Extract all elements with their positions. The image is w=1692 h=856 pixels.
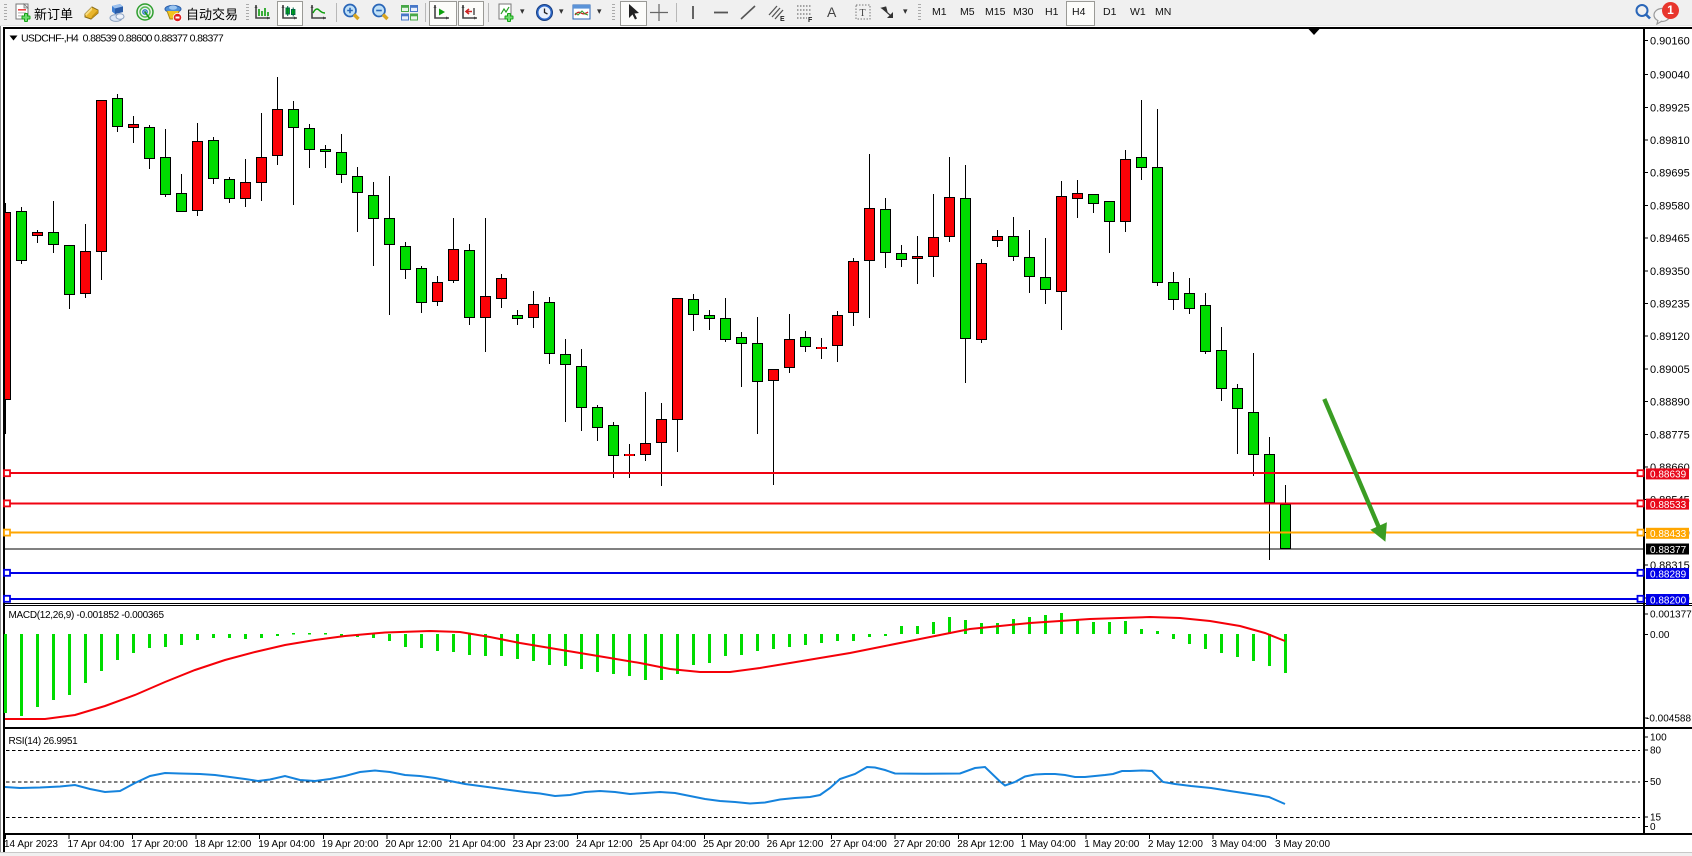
svg-text:0: 0 bbox=[1650, 822, 1656, 833]
svg-text:1 May 20:00: 1 May 20:00 bbox=[1084, 839, 1139, 850]
svg-text:3 May 04:00: 3 May 04:00 bbox=[1212, 839, 1267, 850]
svg-text:0.00: 0.00 bbox=[1650, 630, 1670, 641]
svg-text:0.88639: 0.88639 bbox=[1650, 470, 1687, 481]
svg-text:0.88533: 0.88533 bbox=[1650, 500, 1687, 511]
svg-text:18 Apr 12:00: 18 Apr 12:00 bbox=[195, 839, 252, 850]
svg-text:0.88775: 0.88775 bbox=[1650, 429, 1690, 441]
svg-text:23 Apr 23:00: 23 Apr 23:00 bbox=[512, 839, 569, 850]
svg-text:3 May 20:00: 3 May 20:00 bbox=[1275, 839, 1330, 850]
svg-text:0.001377: 0.001377 bbox=[1650, 610, 1692, 621]
svg-text:26 Apr 12:00: 26 Apr 12:00 bbox=[767, 839, 824, 850]
svg-text:21 Apr 04:00: 21 Apr 04:00 bbox=[449, 839, 506, 850]
svg-text:0.89235: 0.89235 bbox=[1650, 299, 1690, 311]
svg-text:25 Apr 04:00: 25 Apr 04:00 bbox=[640, 839, 697, 850]
svg-text:0.89580: 0.89580 bbox=[1650, 200, 1690, 212]
svg-text:0.88377: 0.88377 bbox=[1650, 545, 1687, 556]
svg-text:14 Apr 2023: 14 Apr 2023 bbox=[4, 839, 58, 850]
svg-text:17 Apr 04:00: 17 Apr 04:00 bbox=[68, 839, 125, 850]
svg-text:0.89005: 0.89005 bbox=[1650, 364, 1690, 376]
svg-text:2 May 12:00: 2 May 12:00 bbox=[1148, 839, 1203, 850]
svg-text:E: E bbox=[780, 16, 785, 23]
svg-text:27 Apr 04:00: 27 Apr 04:00 bbox=[830, 839, 887, 850]
svg-text:0.88200: 0.88200 bbox=[1650, 595, 1687, 606]
svg-text:F: F bbox=[808, 17, 813, 23]
svg-text:20 Apr 12:00: 20 Apr 12:00 bbox=[385, 839, 442, 850]
svg-text:15: 15 bbox=[1650, 813, 1662, 824]
svg-text:0.88433: 0.88433 bbox=[1650, 529, 1687, 540]
svg-text:28 Apr 12:00: 28 Apr 12:00 bbox=[957, 839, 1014, 850]
svg-text:0.90160: 0.90160 bbox=[1650, 36, 1690, 48]
svg-text:19 Apr 20:00: 19 Apr 20:00 bbox=[322, 839, 379, 850]
svg-text:19 Apr 04:00: 19 Apr 04:00 bbox=[258, 839, 315, 850]
svg-text:0.89925: 0.89925 bbox=[1650, 102, 1690, 114]
svg-text:USDCHF-,H4 0.88539 0.88600 0.: USDCHF-,H4 0.88539 0.88600 0.88377 0.883… bbox=[21, 33, 224, 45]
svg-text:1 May 04:00: 1 May 04:00 bbox=[1021, 839, 1076, 850]
svg-text:0.88289: 0.88289 bbox=[1650, 569, 1687, 580]
svg-text:MACD(12,26,9) -0.001852 -0.000: MACD(12,26,9) -0.001852 -0.000365 bbox=[9, 610, 165, 621]
svg-text:50: 50 bbox=[1650, 777, 1662, 788]
svg-text:0.89120: 0.89120 bbox=[1650, 331, 1690, 343]
svg-text:27 Apr 20:00: 27 Apr 20:00 bbox=[894, 839, 951, 850]
svg-text:0.89465: 0.89465 bbox=[1650, 233, 1690, 245]
svg-text:0.89695: 0.89695 bbox=[1650, 168, 1690, 180]
svg-text:RSI(14) 26.9951: RSI(14) 26.9951 bbox=[9, 736, 79, 747]
svg-text:80: 80 bbox=[1650, 746, 1662, 757]
svg-text:0.90040: 0.90040 bbox=[1650, 70, 1690, 82]
svg-text:0.89810: 0.89810 bbox=[1650, 135, 1690, 147]
svg-text:25 Apr 20:00: 25 Apr 20:00 bbox=[703, 839, 760, 850]
svg-text:0.89350: 0.89350 bbox=[1650, 266, 1690, 278]
svg-text:-0.004588: -0.004588 bbox=[1646, 714, 1691, 725]
svg-text:T: T bbox=[860, 8, 866, 19]
svg-text:0.88890: 0.88890 bbox=[1650, 397, 1690, 409]
svg-text:24 Apr 12:00: 24 Apr 12:00 bbox=[576, 839, 633, 850]
svg-text:100: 100 bbox=[1650, 733, 1667, 744]
svg-text:17 Apr 20:00: 17 Apr 20:00 bbox=[131, 839, 188, 850]
